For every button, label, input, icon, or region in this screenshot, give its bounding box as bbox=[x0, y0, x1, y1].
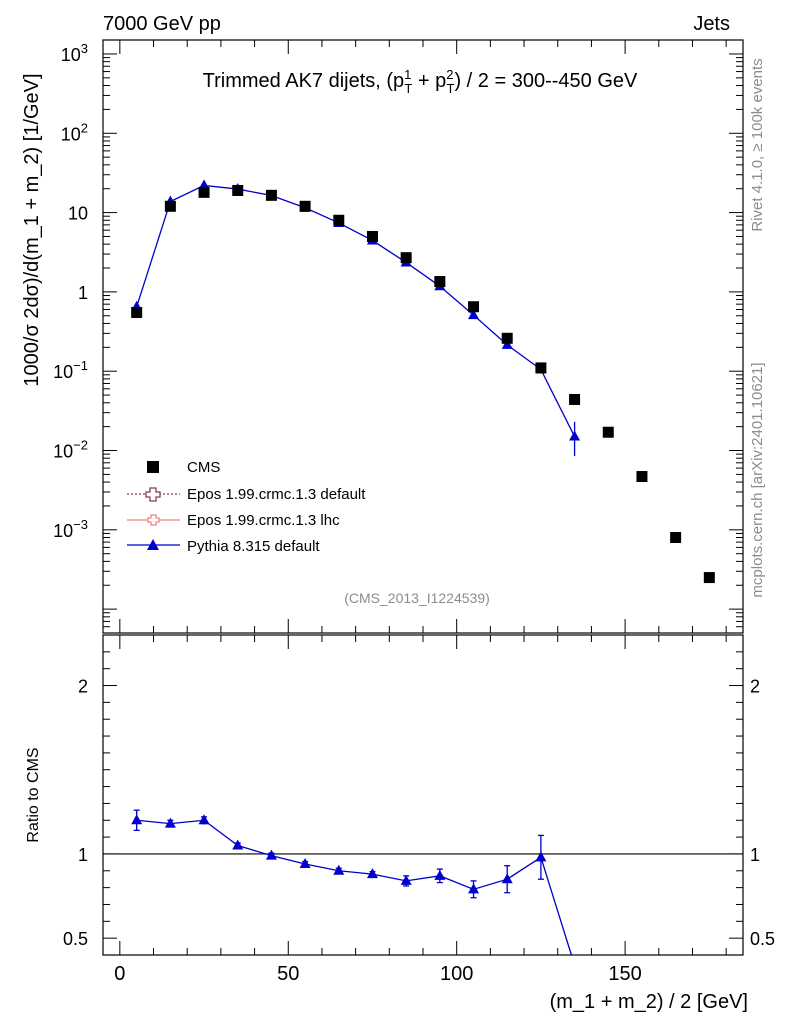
ratio-pythia-point bbox=[131, 814, 143, 825]
cms-point bbox=[636, 471, 648, 483]
y-tick-label-main: 10 bbox=[68, 204, 88, 224]
legend-cms-label: CMS bbox=[187, 459, 220, 476]
cms-point bbox=[333, 214, 345, 226]
ratio-pythia-point bbox=[501, 873, 513, 884]
x-tick-label: 0 bbox=[114, 963, 125, 985]
ratio-pythia-point bbox=[265, 849, 277, 860]
legend-epos-default-marker bbox=[145, 487, 161, 502]
y-axis-label-main: 1000/σ 2dσ)/d(m_1 + m_2) [1/GeV] bbox=[21, 73, 43, 386]
ratio-pythia-point bbox=[164, 817, 176, 828]
y-tick-label-main: 10−3 bbox=[53, 517, 88, 541]
cms-point bbox=[501, 332, 513, 344]
rivet-version-label: Rivet 4.1.0, ≥ 100k events bbox=[749, 58, 766, 231]
y-tick-label-main: 103 bbox=[61, 41, 88, 65]
cms-point bbox=[569, 393, 581, 405]
y-tick-label-ratio: 0.5 bbox=[63, 929, 88, 949]
legend-pythia-label: Pythia 8.315 default bbox=[187, 538, 320, 555]
legend-entry-cms: CMS bbox=[147, 459, 220, 476]
legend-pythia-marker bbox=[147, 539, 159, 550]
x-tick-label: 100 bbox=[440, 963, 473, 985]
x-tick-label: 50 bbox=[277, 963, 299, 985]
ratio-pythia-point bbox=[333, 864, 345, 875]
mcplots-url-label: mcplots.cern.ch [arXiv:2401.10621] bbox=[749, 362, 766, 597]
y-axis-label-ratio: Ratio to CMS bbox=[25, 747, 42, 842]
cms-point bbox=[232, 184, 244, 196]
ratio-pythia-point bbox=[535, 851, 547, 862]
cms-point bbox=[131, 306, 143, 318]
y-tick-label-ratio: 1 bbox=[78, 845, 88, 865]
cms-point bbox=[265, 189, 277, 201]
ratio-pythia-point bbox=[434, 869, 446, 880]
legend: CMS Epos 1.99.crmc.1.3 default Epos 1.99… bbox=[127, 459, 366, 555]
y-tick-label-main: 10−2 bbox=[53, 438, 88, 462]
y-tick-label-ratio: 2 bbox=[78, 677, 88, 697]
ratio-pythia-point bbox=[232, 839, 244, 850]
pythia-line bbox=[136, 184, 576, 437]
legend-entry-pythia: Pythia 8.315 default bbox=[127, 538, 320, 555]
pythia-point bbox=[501, 338, 513, 349]
y-tick-label-ratio-right: 0.5 bbox=[750, 929, 775, 949]
ratio-pythia-point bbox=[299, 858, 311, 869]
x-tick-label: 150 bbox=[608, 963, 641, 985]
y-tick-label-main: 10−1 bbox=[53, 358, 88, 382]
data-series bbox=[131, 179, 715, 956]
cms-point bbox=[703, 572, 715, 584]
ratio-pythia-line bbox=[136, 819, 573, 956]
cms-point bbox=[434, 276, 446, 288]
legend-epos-default-label: Epos 1.99.crmc.1.3 default bbox=[187, 486, 366, 503]
cms-point bbox=[468, 301, 480, 313]
header-energy-label: 7000 GeV pp bbox=[103, 13, 221, 35]
cms-point bbox=[400, 252, 412, 264]
y-tick-label-ratio-right: 1 bbox=[750, 845, 760, 865]
ratio-pythia-point bbox=[400, 874, 412, 885]
ratio-pythia-point bbox=[468, 883, 480, 894]
y-tick-label-ratio-right: 2 bbox=[750, 677, 760, 697]
legend-epos-lhc-label: Epos 1.99.crmc.1.3 lhc bbox=[187, 512, 340, 529]
x-axis-label: (m_1 + m_2) / 2 [GeV] bbox=[550, 991, 748, 1013]
ratio-pythia-point bbox=[198, 814, 210, 825]
legend-entry-epos-default: Epos 1.99.crmc.1.3 default bbox=[127, 486, 366, 503]
pythia-point bbox=[569, 430, 581, 441]
cms-point bbox=[164, 200, 176, 212]
ratio-plot-frame bbox=[102, 634, 744, 956]
analysis-id-label: (CMS_2013_I1224539) bbox=[344, 590, 490, 606]
header-category-label: Jets bbox=[693, 13, 730, 35]
y-tick-label-main: 1 bbox=[78, 283, 88, 303]
cms-point bbox=[366, 230, 378, 242]
legend-epos-lhc-marker bbox=[147, 514, 160, 526]
plot-title: Trimmed AK7 dijets, (p1 T + p2 T) / 2 = 30… bbox=[203, 67, 638, 96]
cms-point bbox=[299, 200, 311, 212]
legend-cms-marker bbox=[147, 461, 159, 473]
pythia-point bbox=[468, 309, 480, 320]
cms-point bbox=[198, 186, 210, 198]
cms-point bbox=[670, 532, 682, 544]
ratio-pythia-point bbox=[366, 868, 378, 879]
legend-entry-epos-lhc: Epos 1.99.crmc.1.3 lhc bbox=[127, 512, 340, 529]
cms-point bbox=[535, 362, 547, 374]
y-tick-label-main: 102 bbox=[61, 120, 88, 144]
cms-point bbox=[602, 426, 614, 438]
